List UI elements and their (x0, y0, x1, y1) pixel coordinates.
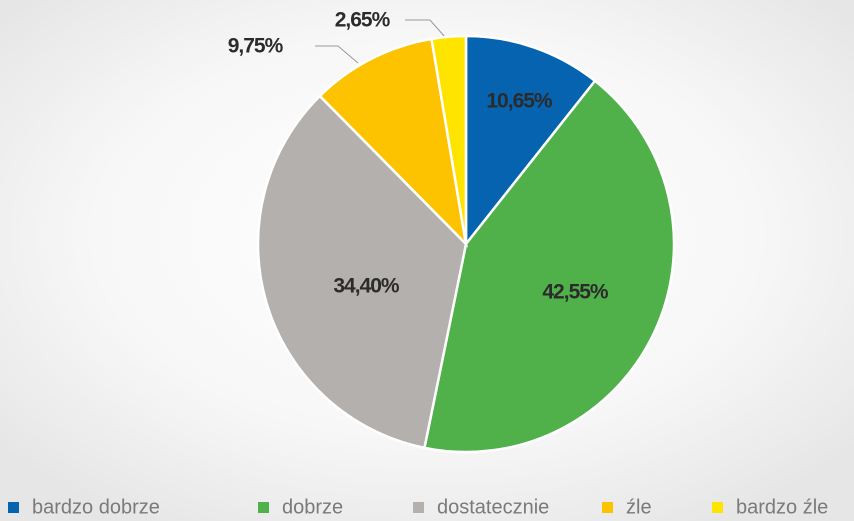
data-label: 2,65% (335, 9, 391, 32)
pie-slice (430, 34, 468, 245)
legend-label: źle (626, 496, 652, 518)
data-label: 10,65% (486, 90, 553, 113)
legend-label: bardzo źle (736, 496, 828, 518)
legend-label: bardzo dobrze (32, 496, 160, 518)
legend-swatch (258, 502, 269, 513)
pie-slice (318, 37, 468, 248)
data-label: 9,75% (228, 35, 284, 58)
leader-line (315, 45, 359, 64)
legend-swatch (8, 502, 19, 513)
leader-line (405, 19, 446, 38)
legend-label: dostatecznie (437, 496, 549, 518)
legend-swatch (712, 502, 723, 513)
legend-swatch (602, 502, 613, 513)
pie-slice (422, 79, 676, 454)
legend-swatch (413, 502, 424, 513)
legend-label: dobrze (282, 496, 343, 518)
data-label: 42,55% (542, 281, 609, 304)
pie-slice (464, 34, 597, 248)
data-label: 34,40% (333, 275, 400, 298)
pie-slice (256, 94, 468, 450)
